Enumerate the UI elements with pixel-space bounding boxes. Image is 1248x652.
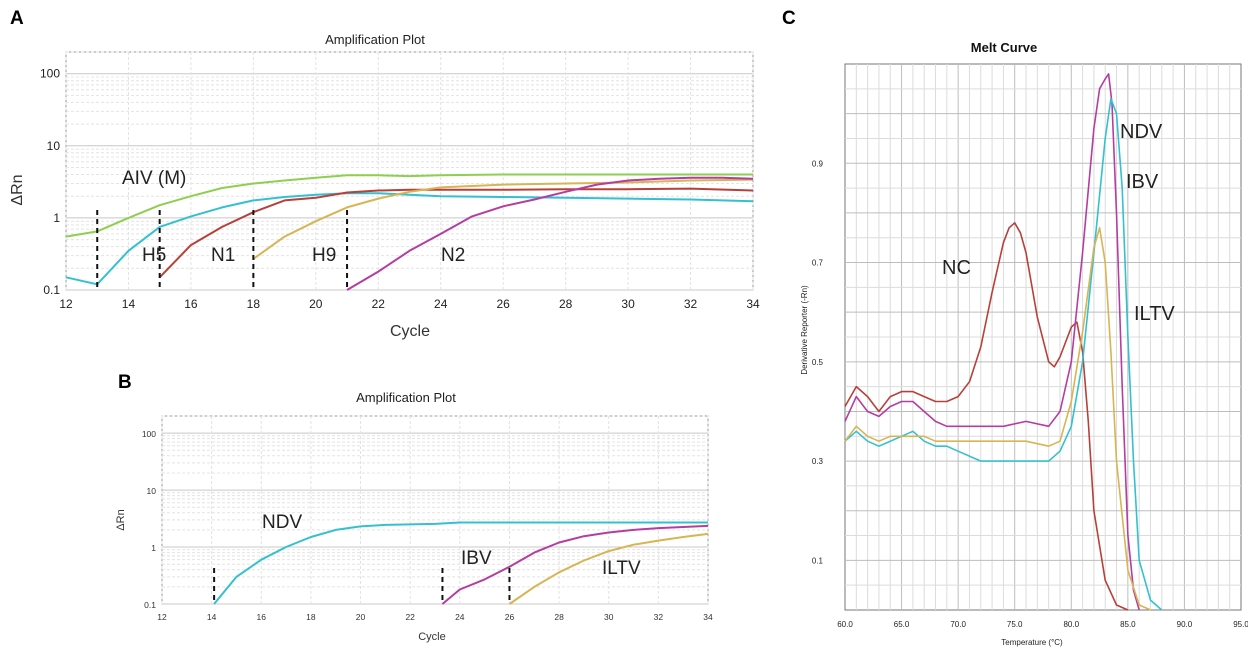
panel-b-xtick: 22 (405, 612, 415, 622)
annotation-ndv-b: NDV (262, 512, 302, 533)
panel-c-xtick: 65.0 (894, 620, 910, 629)
annotation-iltv-c: ILTV (1134, 303, 1175, 325)
series-line-a-aiv-m (65, 173, 753, 238)
annotation-iltv-b: ILTV (602, 558, 641, 579)
panel-b-xtick: 26 (505, 612, 515, 622)
annotation-ibv-c: IBV (1126, 171, 1159, 193)
series-line-b-iltv (508, 532, 709, 605)
panel-c-ytick: 0.9 (812, 159, 824, 168)
panel-b-chart: Amplification Plot 12 14 16 18 20 22 24 26 28 30 3… (115, 390, 713, 643)
series-line-c-ibv (844, 97, 1163, 611)
panel-a-ytick: 0.1 (43, 283, 60, 297)
panel-c-xtick: 70.0 (950, 620, 966, 629)
panel-a-xtick: 34 (746, 297, 760, 311)
panel-b-ytick: 0.1 (144, 600, 156, 610)
series-line-c-ndv (844, 73, 1140, 611)
panel-c-ytick: 0.7 (812, 259, 824, 268)
panel-a-xtick: 22 (372, 297, 386, 311)
panel-letter-b: B (118, 372, 132, 393)
annotation-n1: N1 (211, 245, 235, 266)
panel-c-xtick: 80.0 (1063, 620, 1079, 629)
panel-a-xlabel: Cycle (390, 323, 430, 340)
panel-c-xlabel: Temperature (°C) (1001, 638, 1063, 647)
panel-a-xtick: 26 (497, 297, 511, 311)
panel-c-xtick: 60.0 (837, 620, 853, 629)
panel-c-xtick: 85.0 (1120, 620, 1136, 629)
panel-c-ytick: 0.3 (812, 457, 824, 466)
panel-a-ytick: 10 (47, 139, 61, 153)
annotation-nc: NC (942, 257, 971, 279)
panel-b-xtick: 12 (157, 612, 167, 622)
panel-a-xtick: 16 (184, 297, 198, 311)
panel-b-xtick: 20 (356, 612, 366, 622)
panel-c-ytick: 0.1 (812, 556, 824, 565)
series-line-b-ndv (213, 521, 708, 605)
panel-b-xlabel: Cycle (418, 631, 446, 643)
panel-letter-c: C (782, 8, 796, 29)
panel-c-xtick: 95.0 (1233, 620, 1248, 629)
panel-a-xtick: 32 (684, 297, 698, 311)
annotation-ndv-c: NDV (1120, 121, 1163, 143)
annotation-h5: H5 (142, 245, 166, 266)
series-line-c-iltv (844, 227, 1151, 611)
panel-a-ytick: 1 (53, 211, 60, 225)
panel-a-xtick: 24 (434, 297, 448, 311)
panel-b-xtick: 28 (554, 612, 564, 622)
panel-c-ytick: 0.5 (812, 358, 824, 367)
panel-c-xtick: 90.0 (1177, 620, 1193, 629)
panel-a-xtick: 14 (122, 297, 136, 311)
annotation-ibv-b: IBV (461, 548, 492, 569)
annotation-n2: N2 (441, 245, 465, 266)
annotation-h9: H9 (312, 245, 336, 266)
panel-a-ytick: 100 (40, 67, 60, 81)
panel-a-xtick: 28 (559, 297, 573, 311)
panel-b-xtick: 32 (654, 612, 664, 622)
panel-b-xtick: 24 (455, 612, 465, 622)
panel-b-xtick: 16 (257, 612, 267, 622)
series-line-c-nc (844, 222, 1129, 611)
annotation-aiv-m: AIV (M) (122, 168, 186, 189)
series-line-a-h9 (252, 178, 754, 260)
panel-c-chart: Melt Curve 60.0 65.0 70.0 75.0 80.0 85.0 90.0 9… (800, 40, 1248, 647)
panel-c-ylabel: Derivative Reporter (-Rn) (800, 285, 809, 375)
panel-a-xtick: 20 (309, 297, 323, 311)
panel-b-ytick: 1 (151, 543, 156, 553)
panel-b-xtick: 14 (207, 612, 217, 622)
panel-b-ytick: 100 (142, 429, 156, 439)
panel-b-xtick: 30 (604, 612, 614, 622)
panel-c-xtick: 75.0 (1007, 620, 1023, 629)
series-line-b-ibv (441, 524, 709, 605)
panel-b-plot-area (161, 415, 709, 605)
panel-c-title: Melt Curve (971, 40, 1037, 55)
panel-a-xtick: 30 (621, 297, 635, 311)
panel-a-title: Amplification Plot (325, 32, 425, 47)
panel-a-chart: Amplification Plot 12 14 16 18 20 22 24 26 28 30 3… (9, 32, 760, 340)
panel-b-ylabel: ΔRn (115, 509, 127, 530)
series-line-a-h5 (65, 192, 754, 286)
panel-b-ytick: 10 (147, 486, 157, 496)
series-line-a-n2 (346, 176, 754, 291)
panel-letter-a: A (10, 8, 24, 29)
panel-a-xtick: 12 (59, 297, 73, 311)
panel-a-ylabel: ΔRn (9, 174, 26, 205)
panel-b-title: Amplification Plot (356, 390, 456, 405)
panel-a-xtick: 18 (247, 297, 261, 311)
series-line-a-n1 (158, 187, 754, 278)
panel-b-xtick: 18 (306, 612, 316, 622)
panel-b-xtick: 34 (703, 612, 713, 622)
